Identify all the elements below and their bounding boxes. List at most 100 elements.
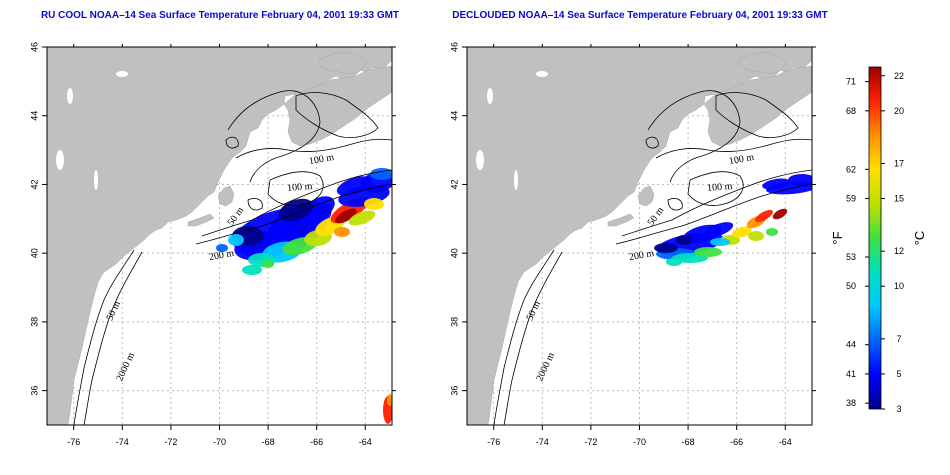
lon-tick-label: -70 <box>633 437 646 447</box>
lake <box>116 71 128 77</box>
lon-tick-label: -72 <box>584 437 597 447</box>
land-mass <box>637 185 655 207</box>
sst-patch <box>732 226 752 238</box>
lat-tick-label: 42 <box>29 179 39 189</box>
lake <box>514 170 518 190</box>
lat-tick-label: 36 <box>449 386 459 396</box>
lat-tick-label: 44 <box>29 111 39 121</box>
sst-patch <box>666 258 682 266</box>
celsius-tick-label: 17 <box>894 158 904 168</box>
sst-patch <box>788 174 812 186</box>
lon-tick-label: -74 <box>116 437 129 447</box>
panel-title: DECLOUDED NOAA–14 Sea Surface Temperatur… <box>452 10 828 21</box>
lon-tick-label: -76 <box>67 437 80 447</box>
sst-patch <box>766 228 778 236</box>
celsius-tick-label: 20 <box>894 106 904 116</box>
lat-tick-label: 40 <box>29 248 39 258</box>
lake <box>67 88 73 104</box>
lat-tick-label: 46 <box>449 42 459 52</box>
sst-patch <box>228 234 244 246</box>
land-mass <box>737 51 787 75</box>
lake <box>476 150 484 170</box>
depth-contour <box>247 198 263 211</box>
celsius-tick-label: 12 <box>894 246 904 256</box>
celsius-tick-label: 7 <box>896 334 901 344</box>
contour-label: 200 m <box>628 248 655 263</box>
sst-patch <box>335 208 357 224</box>
depth-contour <box>687 171 744 206</box>
lon-tick-label: -66 <box>730 437 743 447</box>
lon-tick-label: -76 <box>487 437 500 447</box>
celsius-tick-label: 22 <box>894 71 904 81</box>
sst-patch <box>762 178 790 190</box>
depth-contour <box>73 249 135 425</box>
land-mass <box>467 47 812 425</box>
sst-patch <box>676 235 692 245</box>
celsius-tick-label: 15 <box>894 194 904 204</box>
depth-contour <box>225 136 239 149</box>
lat-tick-label: 46 <box>29 42 39 52</box>
lat-tick-label: 40 <box>449 248 459 258</box>
depth-contour <box>715 92 799 138</box>
lat-tick-label: 38 <box>29 317 39 327</box>
sst-patch <box>334 227 350 237</box>
depth-contour <box>201 169 392 237</box>
sst-patch <box>364 198 384 210</box>
contour-label: 100 m <box>707 181 733 194</box>
fahrenheit-tick-label: 44 <box>846 340 856 350</box>
celsius-unit-label: °C <box>912 231 927 246</box>
sst-patch <box>710 238 730 246</box>
lon-tick-label: -74 <box>536 437 549 447</box>
depth-contour <box>227 90 321 183</box>
colorbar-gradient <box>868 66 882 410</box>
land-mass <box>283 65 392 147</box>
depth-contour <box>667 198 683 211</box>
sst-patch <box>702 222 734 238</box>
land-mass <box>217 185 235 207</box>
celsius-tick-label: 5 <box>896 369 901 379</box>
sst-patch <box>348 210 376 226</box>
lon-tick-label: -64 <box>359 437 372 447</box>
depth-contour <box>235 138 392 159</box>
sst-patch <box>305 196 335 220</box>
sst-panel-declouded: DECLOUDED NOAA–14 Sea Surface Temperatur… <box>420 0 860 475</box>
sst-patch <box>748 231 764 241</box>
depth-contour <box>647 90 741 183</box>
sst-patch <box>216 244 228 252</box>
lon-tick-label: -68 <box>262 437 275 447</box>
lon-tick-label: -64 <box>779 437 792 447</box>
fahrenheit-tick-label: 71 <box>846 77 856 87</box>
contour-label: 100 m <box>287 181 313 194</box>
depth-contour <box>615 183 812 245</box>
depth-contour <box>503 251 563 425</box>
depth-contour <box>645 136 659 149</box>
sst-patch <box>772 208 788 220</box>
sst-patch <box>242 265 262 275</box>
fahrenheit-tick-label: 53 <box>846 252 856 262</box>
fahrenheit-tick-label: 62 <box>846 164 856 174</box>
lake <box>487 88 493 104</box>
lon-tick-label: -66 <box>310 437 323 447</box>
sst-patch <box>654 243 678 253</box>
fahrenheit-unit-label: °F <box>830 231 845 244</box>
sst-patch <box>387 394 392 406</box>
sst-patch <box>278 198 314 222</box>
celsius-tick-label: 10 <box>894 281 904 291</box>
depth-contour <box>655 138 812 159</box>
fahrenheit-tick-label: 50 <box>846 281 856 291</box>
sst-panel-raw: RU COOL NOAA–14 Sea Surface Temperature … <box>0 0 440 475</box>
depth-contour <box>83 251 143 425</box>
land-mass <box>607 213 635 227</box>
depth-contour <box>295 92 379 138</box>
depth-contour <box>493 249 555 425</box>
land-mass <box>187 213 215 227</box>
lon-tick-label: -68 <box>682 437 695 447</box>
fahrenheit-tick-label: 41 <box>846 369 856 379</box>
lake <box>536 71 548 77</box>
lake <box>94 170 98 190</box>
sst-patch <box>755 209 773 223</box>
lat-tick-label: 42 <box>449 179 459 189</box>
sst-patch <box>370 168 392 180</box>
